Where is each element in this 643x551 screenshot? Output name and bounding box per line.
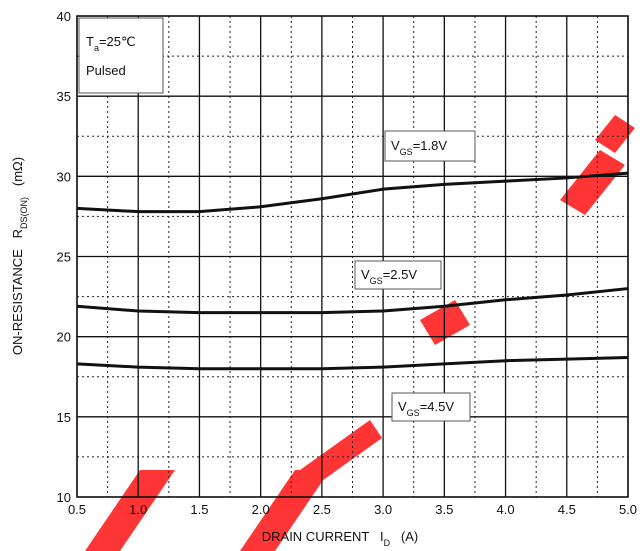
y-tick-label: 10 <box>57 490 71 505</box>
text-part: D <box>384 538 391 548</box>
annotation: Pulsed <box>86 63 126 78</box>
series-label-box <box>354 260 442 290</box>
text-part: =25℃ <box>99 34 136 49</box>
text-part: ON-RESISTANCE R <box>10 229 25 355</box>
x-tick-label: 3.0 <box>374 502 392 517</box>
watermark <box>85 115 635 551</box>
text-part: =1.8V <box>413 138 448 153</box>
text-part: (A) <box>390 529 418 544</box>
x-tick-label: 2.5 <box>313 502 331 517</box>
x-tick-label: 4.5 <box>558 502 576 517</box>
x-tick-label: 3.5 <box>435 502 453 517</box>
text-part: V <box>361 267 370 282</box>
series-label-box <box>384 130 476 162</box>
y-tick-label: 20 <box>57 330 71 345</box>
x-tick-label: 2.0 <box>252 502 270 517</box>
annotation-box <box>78 17 164 94</box>
series-line <box>76 171 629 214</box>
text-part: GS <box>400 147 413 157</box>
x-tick-label: 1.5 <box>190 502 208 517</box>
x-tick-label: 0.5 <box>68 502 86 517</box>
text-part: T <box>86 34 94 49</box>
series-label: VGS=2.5V <box>361 267 417 286</box>
series-label-box <box>391 392 471 422</box>
annotation: Ta=25℃ <box>86 34 136 53</box>
x-axis-title: DRAIN CURRENT ID (A) <box>262 529 419 548</box>
text-part: V <box>398 399 407 414</box>
text-part: GS <box>407 408 420 418</box>
text-part: =4.5V <box>420 399 455 414</box>
series-label: VGS=1.8V <box>391 138 447 157</box>
x-tick-label: 4.0 <box>497 502 515 517</box>
series-line <box>76 287 629 315</box>
y-tick-label: 25 <box>57 250 71 265</box>
text-part: DRAIN CURRENT I <box>262 529 384 544</box>
y-tick-label: 15 <box>57 410 71 425</box>
y-tick-label: 40 <box>57 9 71 24</box>
plot-frame <box>76 15 629 498</box>
y-tick-label: 35 <box>57 89 71 104</box>
x-tick-label: 5.0 <box>619 502 637 517</box>
text-part: GS <box>370 276 383 286</box>
y-tick-label: 30 <box>57 169 71 184</box>
text-part: DS(ON) <box>19 197 29 229</box>
text-part: (mΩ) <box>10 157 25 197</box>
text-part: V <box>391 138 400 153</box>
series-label: VGS=4.5V <box>398 399 454 418</box>
text-part: =2.5V <box>383 267 418 282</box>
text-part: a <box>94 43 99 53</box>
x-tick-label: 1.0 <box>129 502 147 517</box>
series-line <box>76 356 629 371</box>
y-axis-title: ON-RESISTANCE RDS(ON) (mΩ) <box>10 157 29 355</box>
